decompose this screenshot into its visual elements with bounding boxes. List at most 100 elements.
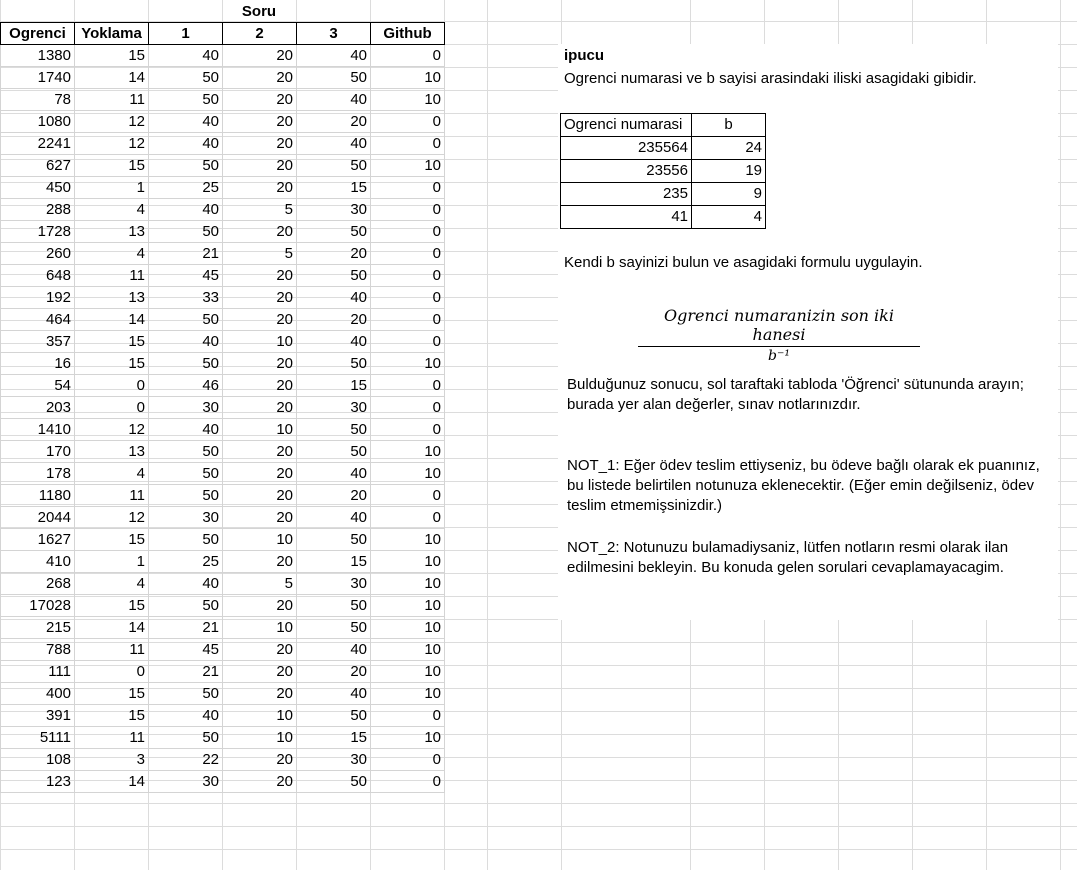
cell-soru-1[interactable]: 22: [148, 748, 223, 771]
cell-soru-3[interactable]: 40: [296, 638, 371, 661]
cell-soru-1[interactable]: 45: [148, 264, 223, 287]
col-header-soru-2[interactable]: 2: [222, 22, 297, 45]
hint-cell[interactable]: 235: [560, 182, 692, 206]
hint-header-b[interactable]: b: [691, 113, 766, 137]
cell-soru-2[interactable]: 10: [222, 726, 297, 749]
cell-soru-2[interactable]: 20: [222, 638, 297, 661]
cell-yoklama[interactable]: 15: [74, 44, 149, 67]
cell-yoklama[interactable]: 13: [74, 286, 149, 309]
cell-soru-1[interactable]: 40: [148, 110, 223, 133]
cell-soru-3[interactable]: 20: [296, 484, 371, 507]
cell-ogrenci[interactable]: 108: [0, 748, 75, 771]
cell-github[interactable]: 0: [370, 308, 445, 331]
cell-soru-3[interactable]: 20: [296, 308, 371, 331]
cell-soru-1[interactable]: 50: [148, 88, 223, 111]
cell-soru-1[interactable]: 40: [148, 572, 223, 595]
cell-github[interactable]: 0: [370, 132, 445, 155]
cell-soru-3[interactable]: 40: [296, 132, 371, 155]
cell-soru-2[interactable]: 20: [222, 506, 297, 529]
cell-ogrenci[interactable]: 288: [0, 198, 75, 221]
cell-yoklama[interactable]: 15: [74, 154, 149, 177]
cell-soru-2[interactable]: 20: [222, 352, 297, 375]
cell-soru-3[interactable]: 50: [296, 418, 371, 441]
cell-ogrenci[interactable]: 260: [0, 242, 75, 265]
cell-ogrenci[interactable]: 400: [0, 682, 75, 705]
cell-github[interactable]: 0: [370, 396, 445, 419]
cell-soru-3[interactable]: 30: [296, 198, 371, 221]
cell-ogrenci[interactable]: 78: [0, 88, 75, 111]
cell-github[interactable]: 10: [370, 88, 445, 111]
cell-soru-2[interactable]: 5: [222, 242, 297, 265]
cell-ogrenci[interactable]: 111: [0, 660, 75, 683]
cell-yoklama[interactable]: 0: [74, 396, 149, 419]
cell-soru-1[interactable]: 40: [148, 44, 223, 67]
cell-ogrenci[interactable]: 17028: [0, 594, 75, 617]
cell-github[interactable]: 10: [370, 66, 445, 89]
cell-ogrenci[interactable]: 1380: [0, 44, 75, 67]
cell-soru-2[interactable]: 20: [222, 132, 297, 155]
cell-soru-1[interactable]: 25: [148, 176, 223, 199]
cell-github[interactable]: 10: [370, 528, 445, 551]
cell-github[interactable]: 10: [370, 572, 445, 595]
cell-github[interactable]: 10: [370, 154, 445, 177]
cell-soru-1[interactable]: 50: [148, 682, 223, 705]
cell-yoklama[interactable]: 12: [74, 506, 149, 529]
cell-soru-1[interactable]: 50: [148, 726, 223, 749]
cell-soru-3[interactable]: 40: [296, 462, 371, 485]
cell-soru-2[interactable]: 20: [222, 88, 297, 111]
cell-ogrenci[interactable]: 627: [0, 154, 75, 177]
cell-soru-3[interactable]: 40: [296, 506, 371, 529]
cell-soru-1[interactable]: 45: [148, 638, 223, 661]
cell-soru-1[interactable]: 50: [148, 352, 223, 375]
cell-yoklama[interactable]: 11: [74, 484, 149, 507]
cell-github[interactable]: 10: [370, 638, 445, 661]
cell-soru-2[interactable]: 20: [222, 286, 297, 309]
cell-ogrenci[interactable]: 1728: [0, 220, 75, 243]
cell-soru-2[interactable]: 20: [222, 770, 297, 793]
cell-soru-3[interactable]: 20: [296, 660, 371, 683]
cell-github[interactable]: 0: [370, 770, 445, 793]
cell-soru-1[interactable]: 33: [148, 286, 223, 309]
cell-soru-2[interactable]: 10: [222, 704, 297, 727]
cell-ogrenci[interactable]: 464: [0, 308, 75, 331]
cell-soru-1[interactable]: 46: [148, 374, 223, 397]
cell-soru-2[interactable]: 20: [222, 264, 297, 287]
cell-github[interactable]: 0: [370, 242, 445, 265]
cell-soru-2[interactable]: 20: [222, 220, 297, 243]
cell-ogrenci[interactable]: 2044: [0, 506, 75, 529]
cell-soru-3[interactable]: 15: [296, 374, 371, 397]
cell-yoklama[interactable]: 3: [74, 748, 149, 771]
hint-cell[interactable]: 19: [691, 159, 766, 183]
cell-soru-3[interactable]: 15: [296, 550, 371, 573]
cell-github[interactable]: 10: [370, 550, 445, 573]
hint-cell[interactable]: 41: [560, 205, 692, 229]
cell-soru-2[interactable]: 20: [222, 660, 297, 683]
cell-soru-1[interactable]: 50: [148, 528, 223, 551]
cell-yoklama[interactable]: 15: [74, 352, 149, 375]
cell-ogrenci[interactable]: 203: [0, 396, 75, 419]
cell-soru-2[interactable]: 20: [222, 374, 297, 397]
cell-soru-1[interactable]: 40: [148, 418, 223, 441]
cell-soru-2[interactable]: 20: [222, 44, 297, 67]
cell-soru-1[interactable]: 21: [148, 616, 223, 639]
cell-github[interactable]: 0: [370, 220, 445, 243]
cell-yoklama[interactable]: 4: [74, 572, 149, 595]
cell-yoklama[interactable]: 4: [74, 198, 149, 221]
cell-soru-2[interactable]: 10: [222, 528, 297, 551]
cell-soru-1[interactable]: 40: [148, 704, 223, 727]
cell-soru-1[interactable]: 21: [148, 242, 223, 265]
cell-ogrenci[interactable]: 1627: [0, 528, 75, 551]
cell-ogrenci[interactable]: 1410: [0, 418, 75, 441]
cell-soru-1[interactable]: 50: [148, 154, 223, 177]
col-header-soru-1[interactable]: 1: [148, 22, 223, 45]
cell-soru-3[interactable]: 50: [296, 352, 371, 375]
cell-soru-3[interactable]: 40: [296, 682, 371, 705]
cell-soru-3[interactable]: 20: [296, 242, 371, 265]
cell-soru-3[interactable]: 50: [296, 704, 371, 727]
cell-github[interactable]: 10: [370, 660, 445, 683]
cell-ogrenci[interactable]: 16: [0, 352, 75, 375]
cell-github[interactable]: 0: [370, 374, 445, 397]
col-header-yoklama[interactable]: Yoklama: [74, 22, 149, 45]
cell-soru-3[interactable]: 30: [296, 572, 371, 595]
cell-soru-3[interactable]: 50: [296, 154, 371, 177]
